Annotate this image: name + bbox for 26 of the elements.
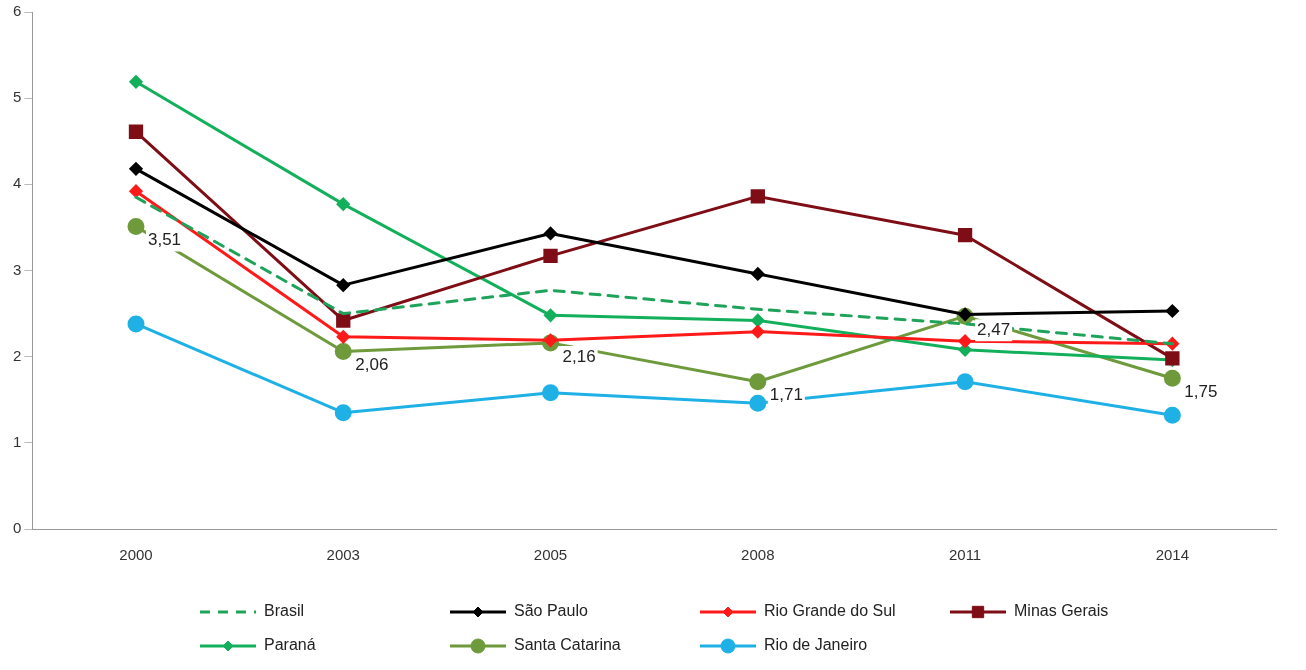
y-tick-label: 0 xyxy=(13,519,22,537)
y-tick-label: 6 xyxy=(13,2,22,20)
legend-label: São Paulo xyxy=(514,602,588,620)
legend-label: Minas Gerais xyxy=(1014,602,1109,620)
y-tick-label: 3 xyxy=(13,260,22,278)
legend-label: Paraná xyxy=(264,636,316,654)
x-tick-label: 2003 xyxy=(326,546,360,564)
data-label: 1,75 xyxy=(1184,381,1218,401)
data-label: 2,06 xyxy=(355,355,389,375)
y-tick-label: 1 xyxy=(13,432,22,450)
data-label: 1,71 xyxy=(769,385,803,405)
x-tick-label: 2014 xyxy=(1155,546,1190,564)
data-label: 2,47 xyxy=(977,319,1011,339)
legend-label: Brasil xyxy=(264,602,305,620)
y-tick-label: 4 xyxy=(13,174,22,192)
x-tick-label: 2008 xyxy=(741,546,775,564)
legend-label: Santa Catarina xyxy=(514,636,621,654)
data-label: 3,51 xyxy=(147,230,182,250)
data-label: 2,16 xyxy=(562,346,596,366)
y-tick-label: 5 xyxy=(13,88,22,106)
y-tick-label: 2 xyxy=(13,346,22,364)
legend-label: Rio Grande do Sul xyxy=(764,602,896,620)
x-tick-label: 2011 xyxy=(948,546,982,564)
x-tick-label: 2000 xyxy=(119,546,153,564)
legend-label: Rio de Janeiro xyxy=(764,636,868,654)
x-tick-label: 2005 xyxy=(533,546,568,564)
